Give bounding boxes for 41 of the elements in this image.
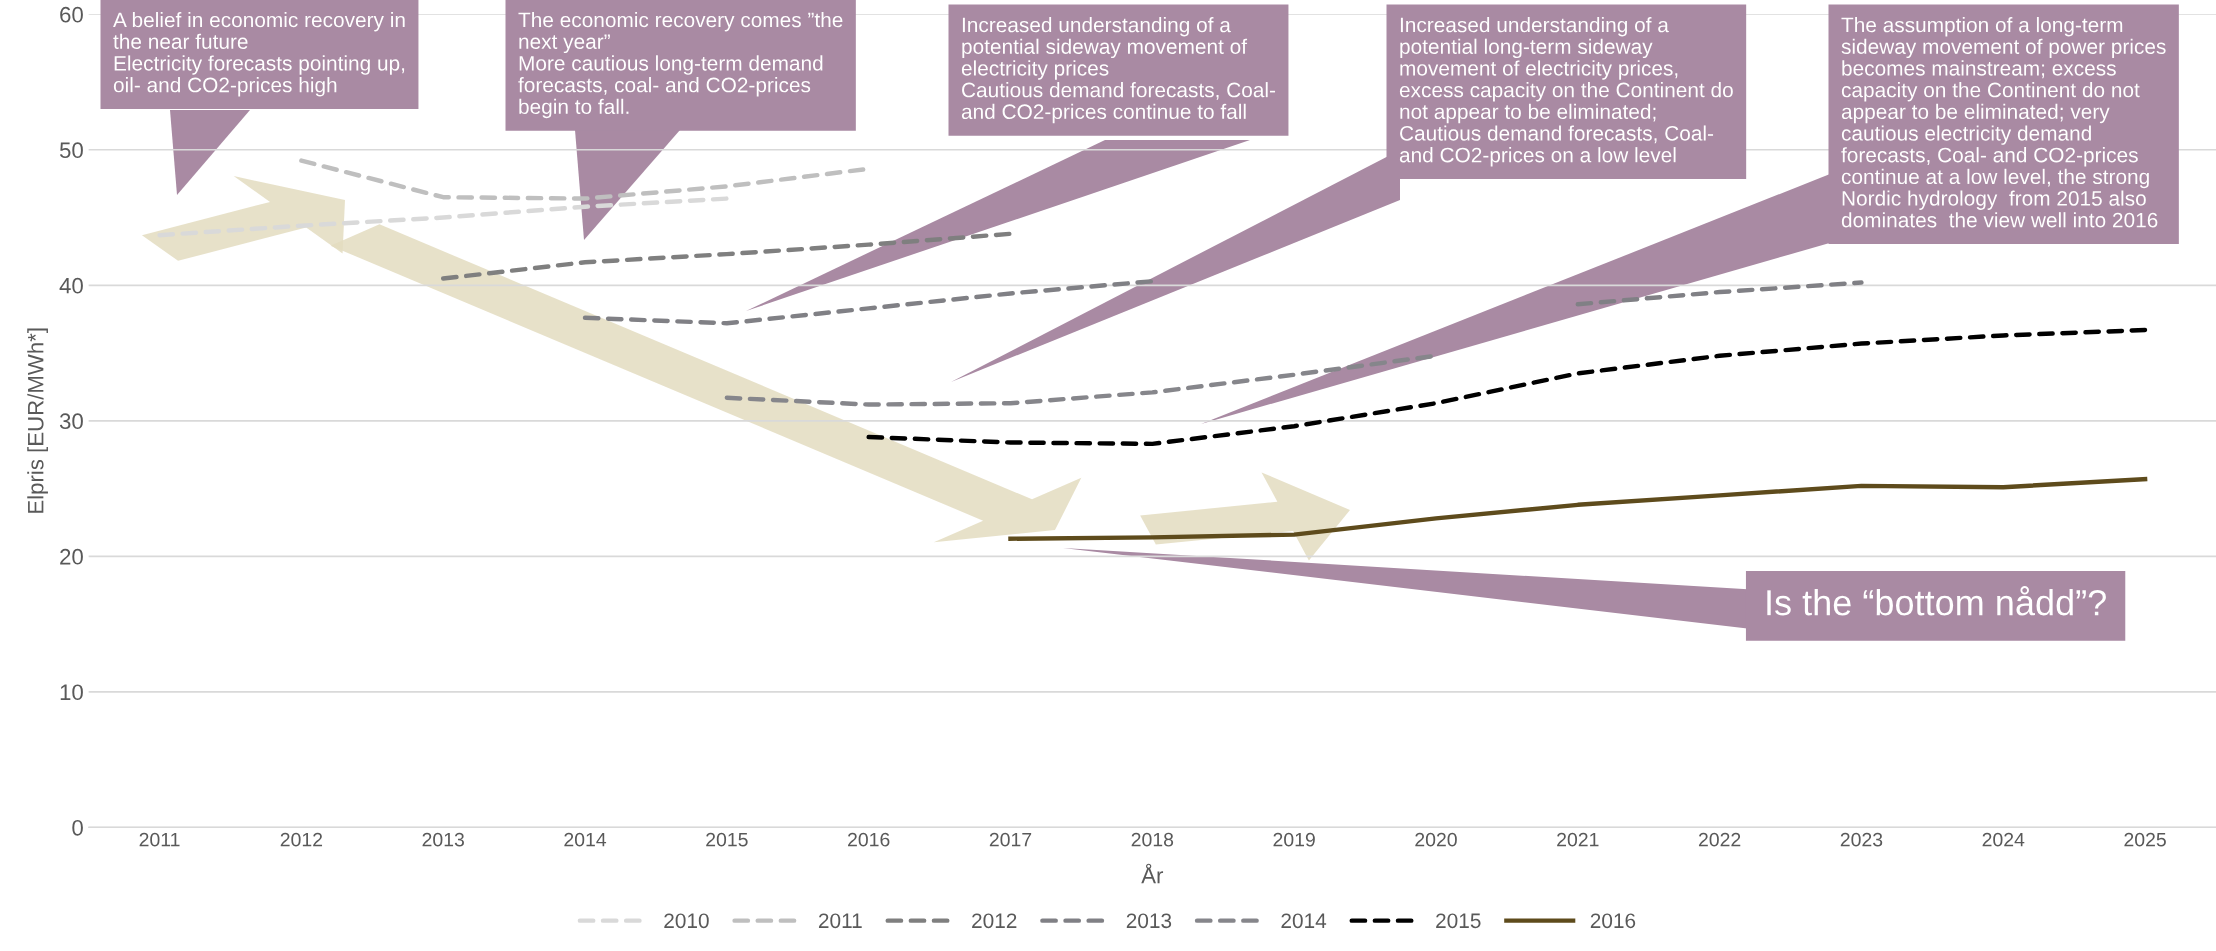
legend-label: 2013 [1126, 913, 1172, 929]
x-tick-label: 2013 [422, 832, 464, 847]
line-series [440, 231, 1013, 281]
x-tick-label: 2018 [1131, 832, 1174, 847]
x-tick-label: 2021 [1557, 832, 1599, 847]
annotation: Increased understanding of a potential long-term sideway movement of electricity prices, excess capacity on the Continent do not appear to be eliminated; Cautious demand forecasts, Coal- and CO2-prices on a low level [1399, 17, 1733, 167]
x-tick-label: 2011 [139, 832, 180, 847]
annotation: The economic recovery comes ”the next year” More cautious long-term demand forecasts, coal- and CO2-prices begin to fall. [518, 12, 843, 119]
x-tick-label: 2020 [1415, 832, 1457, 847]
annotation: Increased understanding of a potential sideway movement of electricity prices Cautious demand forecasts, Coal- and CO2-prices continue to fall [961, 17, 1276, 124]
x-tick-label: 2024 [1982, 832, 2025, 847]
x-tick-label: 2017 [989, 832, 1032, 847]
line-series [866, 327, 2148, 447]
x-tick-label: 2015 [706, 832, 748, 847]
legend-label: 2015 [1436, 913, 1481, 929]
line-series [157, 196, 730, 238]
y-tick-label: 60 [60, 6, 83, 23]
y-tick-label: 10 [60, 684, 83, 701]
line-series [1008, 476, 2148, 541]
x-tick-label: 2022 [1698, 832, 1741, 847]
y-tick-label: 40 [59, 277, 83, 294]
y-tick-label: 50 [59, 142, 83, 159]
x-tick-label: 2023 [1840, 832, 1883, 847]
x-tick-label: 2016 [848, 832, 890, 847]
x-tick-label: 2014 [564, 832, 607, 847]
annotation: Is the “bottom nådd”? [1767, 586, 2106, 616]
x-tick-label: 2025 [2124, 832, 2166, 847]
y-tick-label: 30 [59, 413, 83, 430]
y-tick-label: 0 [72, 819, 83, 836]
legend-label: 2014 [1281, 913, 1327, 929]
y-axis-title: Elpris [EUR/MWh*] [27, 328, 48, 513]
x-axis-title: År [1141, 863, 1164, 884]
y-tick-label: 20 [60, 548, 83, 565]
text: The assumption of a long-term sideway movement of power prices becomes mainstream; excess capacity on the Continent do not appear to be eliminated; very cautious electricity demand forecasts, Coal- and CO2-prices continue at a low level, the strong Nordic hydrology from 2015 also dominates the view well into 2016 [1841, 17, 2166, 228]
x-tick-label: 2012 [280, 832, 323, 847]
x-tick-label: 2019 [1273, 832, 1315, 847]
annotation: A belief in economic recovery in the near future Electricity forecasts pointing up, oil- and CO2-prices high [113, 12, 405, 97]
legend-label: 2011 [818, 913, 862, 929]
legend-label: 2016 [1590, 913, 1636, 929]
legend-label: 2010 [664, 913, 709, 929]
legend-label: 2012 [972, 913, 1017, 929]
